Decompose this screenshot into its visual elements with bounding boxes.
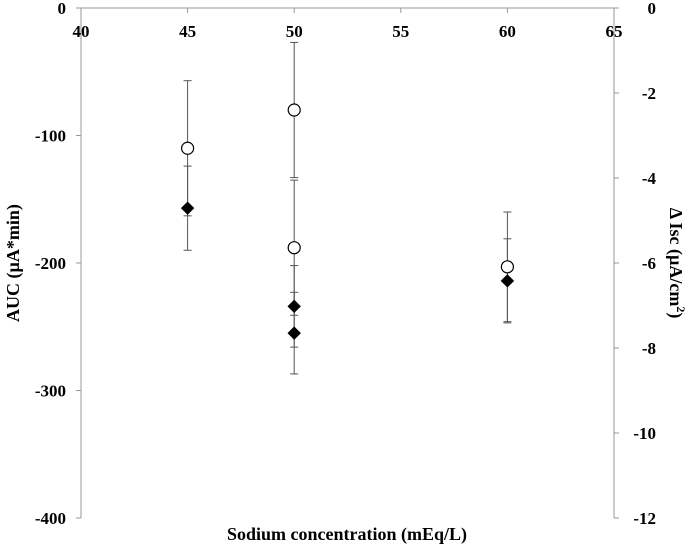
- open-circle-marker: [287, 241, 301, 255]
- open-circle-marker: [500, 260, 514, 274]
- y-right-tick-label: -4: [642, 169, 657, 188]
- y-left-tick-label: -300: [35, 382, 66, 401]
- x-tick-label: 40: [73, 22, 90, 41]
- data-markers: [180, 103, 515, 340]
- open-circle-marker: [181, 141, 195, 155]
- y-right-axis-title-sup: 2: [674, 306, 685, 312]
- x-tick-label: 65: [606, 22, 623, 41]
- y-right-tick-label: -2: [642, 84, 656, 103]
- filled-diamond-marker: [500, 274, 515, 288]
- y-right-tick-label: -8: [642, 339, 656, 358]
- y-right-tick-label: 0: [648, 0, 657, 18]
- x-tick-label: 55: [392, 22, 409, 41]
- y-left-tick-label: 0: [58, 0, 67, 18]
- error-bars: [183, 41, 512, 375]
- filled-diamond-marker: [180, 201, 195, 215]
- y-right-tick-label: -6: [642, 254, 656, 273]
- y-left-axis-title: AUC (µA*min): [3, 204, 24, 322]
- y-right-tick-label: -12: [633, 509, 656, 528]
- plot-frame: [80, 7, 615, 518]
- x-axis-title: Sodium concentration (mEq/L): [227, 524, 467, 544]
- filled-diamond-marker: [287, 299, 301, 314]
- y-right-axis-title-main: Δ Isc (µA/cm: [665, 208, 685, 307]
- y-right-axis-title-tail: ): [665, 312, 685, 318]
- y-left-tick-label: -400: [35, 509, 66, 528]
- y-right-axis-title: Δ Isc (µA/cm2): [665, 208, 685, 319]
- filled-diamond-marker: [287, 326, 301, 340]
- y-right-tick-label: -10: [633, 424, 656, 443]
- y-left-tick-label: -200: [35, 254, 66, 273]
- y-left-tick-label: -100: [35, 127, 66, 146]
- ticks: [76, 7, 619, 519]
- tick-labels: 40 45 50 55 60 65 0 -100 -200 -300 -400 0 -2 -4 -6 -8 -1…: [35, 0, 657, 528]
- x-tick-label: 45: [179, 22, 196, 41]
- open-circle-marker: [287, 103, 301, 117]
- x-tick-label: 60: [499, 22, 516, 41]
- x-tick-label: 50: [286, 22, 303, 41]
